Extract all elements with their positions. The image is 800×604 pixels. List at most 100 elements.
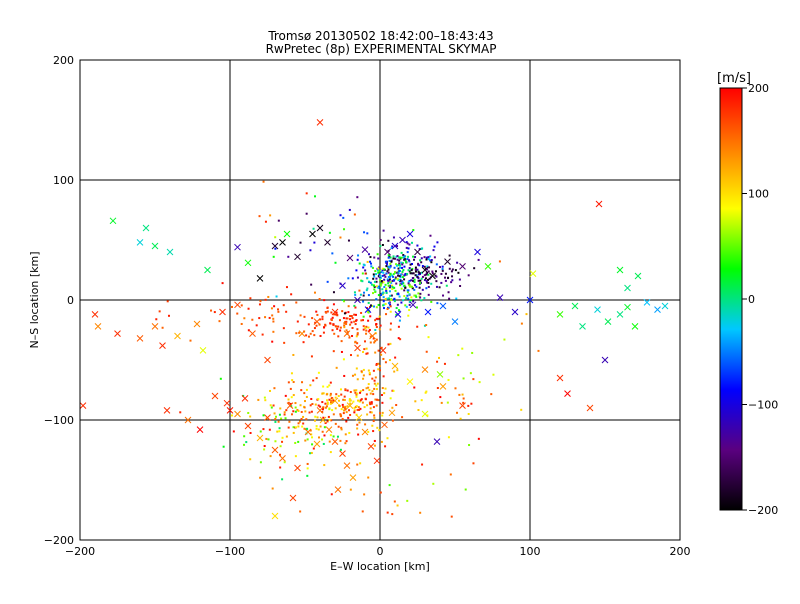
data-point-dot <box>436 302 439 305</box>
data-point-cross <box>234 410 241 418</box>
data-point-dot <box>331 401 334 404</box>
data-point-dot <box>355 393 358 396</box>
colorbar-tick-label: 200 <box>748 82 769 95</box>
data-point-dot <box>395 313 398 316</box>
data-point-dot <box>167 314 170 317</box>
data-point-dot <box>391 284 394 287</box>
data-point-dot <box>387 266 390 269</box>
data-point-cross <box>529 270 537 277</box>
data-point-dot <box>383 274 386 277</box>
data-point-dot <box>361 510 364 513</box>
data-point-dot <box>367 330 370 333</box>
data-point-dot <box>362 351 365 354</box>
data-point-cross <box>211 392 219 400</box>
data-point-cross <box>367 443 375 450</box>
data-point-dot <box>438 356 441 359</box>
data-point-cross <box>654 306 661 313</box>
data-point-dot <box>389 294 392 297</box>
data-point-dot <box>283 341 286 344</box>
data-point-cross <box>361 428 369 436</box>
data-point-dot <box>343 300 346 303</box>
data-point-dot <box>302 341 305 344</box>
data-point-dot <box>394 257 397 260</box>
data-point-dot <box>361 401 364 404</box>
data-point-dot <box>436 360 439 363</box>
data-point-dot <box>365 332 368 335</box>
data-point-dot <box>345 420 348 423</box>
data-point-dot <box>299 241 302 244</box>
data-point-dot <box>360 319 363 322</box>
data-point-dot <box>358 421 361 424</box>
data-point-dot <box>469 372 472 375</box>
data-point-dot <box>391 406 394 409</box>
data-point-dot <box>384 275 387 278</box>
data-point-cross <box>526 296 534 304</box>
data-point-dot <box>417 279 420 282</box>
data-point-dot <box>375 338 378 341</box>
plot-frame <box>79 59 681 541</box>
data-point-dot <box>362 315 365 318</box>
data-point-dot <box>311 436 314 439</box>
data-point-cross <box>94 323 102 330</box>
data-point-dot <box>406 251 409 254</box>
data-point-cross <box>319 416 327 424</box>
data-point-dot <box>315 427 318 430</box>
data-point-dot <box>375 325 378 328</box>
data-point-dot <box>368 389 371 392</box>
data-point-cross <box>343 462 351 469</box>
data-point-dot <box>400 301 403 304</box>
data-point-cross <box>424 308 432 316</box>
data-point-dot <box>273 387 276 390</box>
data-point-dot <box>319 425 322 428</box>
data-point-dot <box>405 261 408 264</box>
data-point-dot <box>259 461 262 464</box>
data-point-dot <box>331 409 334 412</box>
data-point-dot <box>412 229 415 232</box>
data-point-dot <box>410 263 413 266</box>
data-point-dot <box>305 418 308 421</box>
data-point-dot <box>381 387 384 390</box>
data-point-dot <box>462 377 465 380</box>
data-point-dot <box>334 396 337 399</box>
data-point-dot <box>370 262 373 265</box>
data-point-dot <box>417 409 420 412</box>
data-point-dot <box>413 294 416 297</box>
data-point-dot <box>365 393 368 396</box>
data-point-dot <box>395 282 398 285</box>
data-point-dot <box>323 464 326 467</box>
data-point-dot <box>363 291 366 294</box>
data-point-dot <box>401 282 404 285</box>
colorbar-tick-label: −100 <box>748 399 778 412</box>
data-point-dot <box>418 286 421 289</box>
data-point-cross <box>451 318 459 325</box>
data-point-dot <box>356 423 359 426</box>
data-point-dot <box>355 319 358 322</box>
data-point-dot <box>444 279 447 282</box>
data-point-dot <box>378 273 381 276</box>
data-point-dot <box>373 280 376 283</box>
data-point-dot <box>332 350 335 353</box>
data-point-dot <box>520 408 523 411</box>
data-point-dot <box>322 416 325 419</box>
data-point-dot <box>427 258 430 261</box>
data-point-dot <box>348 398 351 401</box>
data-point-dot <box>262 180 265 183</box>
data-point-dot <box>364 423 367 426</box>
data-point-dot <box>329 402 332 405</box>
data-point-dot <box>381 269 384 272</box>
data-point-dot <box>287 398 290 401</box>
data-point-dot <box>401 281 404 284</box>
data-point-cross <box>406 230 414 238</box>
data-point-dot <box>375 323 378 326</box>
data-point-dot <box>285 435 288 438</box>
data-point-cross <box>151 242 159 250</box>
data-point-dot <box>318 298 321 301</box>
data-point-dot <box>397 272 400 275</box>
data-point-dot <box>297 425 300 428</box>
data-point-cross <box>294 253 301 261</box>
data-point-dot <box>255 324 258 327</box>
data-point-dot <box>384 445 387 448</box>
data-point-dot <box>166 300 169 303</box>
data-point-dot <box>392 255 395 258</box>
data-point-dot <box>359 399 362 402</box>
